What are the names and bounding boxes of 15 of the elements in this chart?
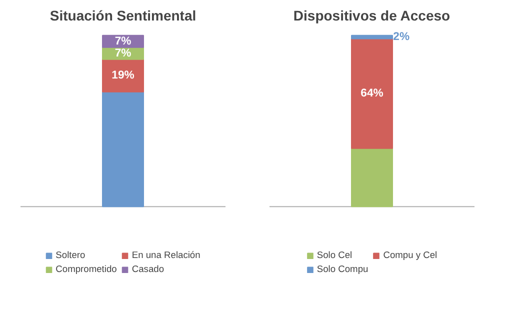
chart-title: Dispositivos de Acceso (293, 8, 450, 24)
data-label: 64% (360, 88, 384, 100)
legend-label: Casado (132, 264, 164, 274)
legend-label: Soltero (56, 250, 86, 260)
data-label: 2% (393, 31, 410, 44)
data-label: 19% (112, 70, 134, 82)
legend-label: Comprometido (56, 264, 117, 274)
bar (102, 91, 144, 208)
legend-label: En una Relación (132, 250, 200, 260)
legend-label: Solo Cel (316, 250, 352, 260)
legend-label: Compu y Cel (383, 250, 438, 260)
chart-title: Situación Sentimental (50, 8, 196, 24)
data-label: 7% (114, 47, 132, 60)
data-label: 7% (114, 35, 132, 48)
legend-label: Solo Compu (316, 264, 368, 274)
